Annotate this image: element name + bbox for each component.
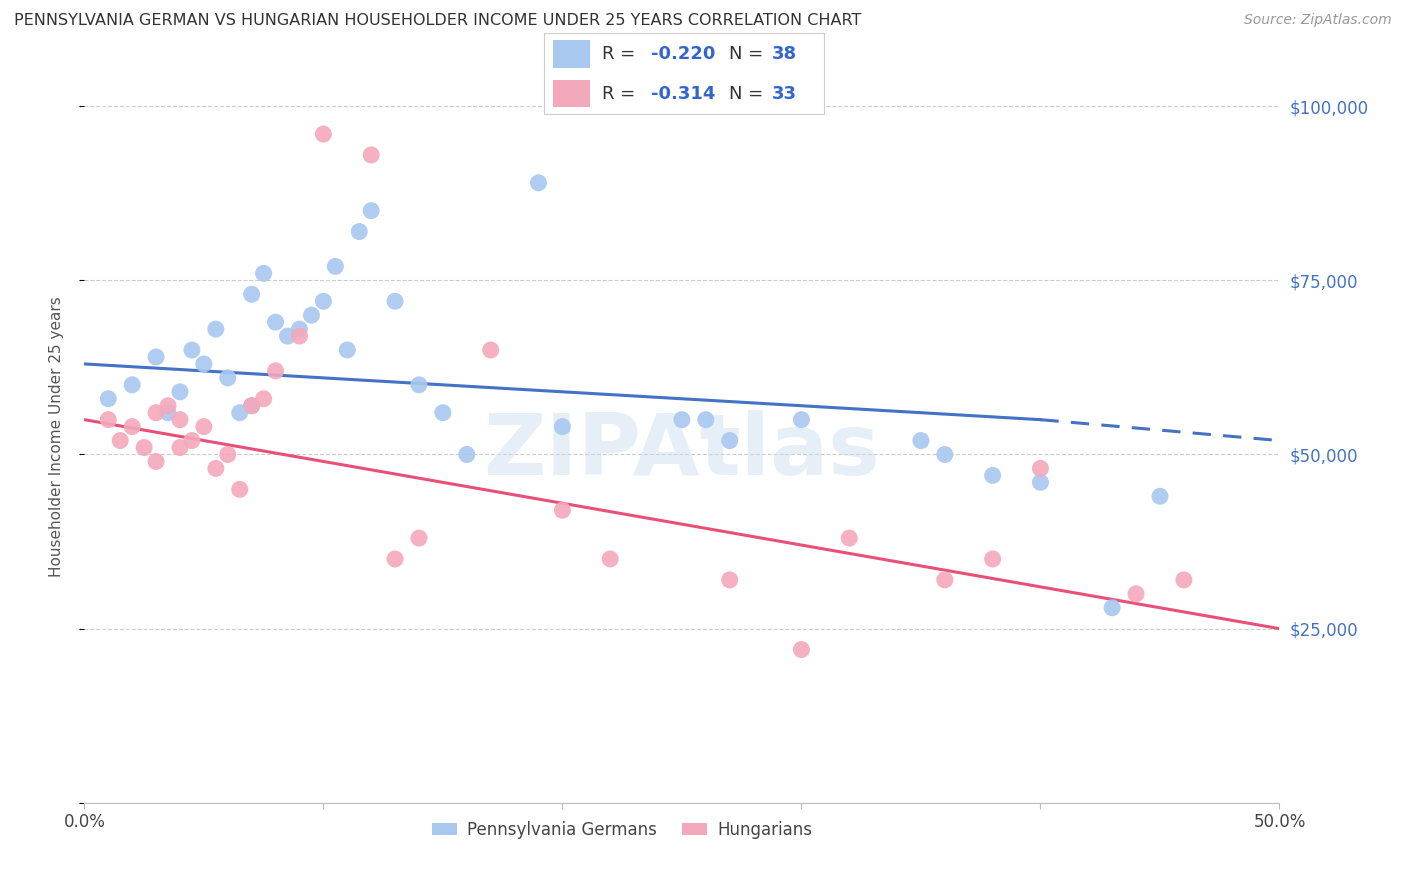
Point — [97, 412, 120, 426]
Point — [157, 399, 180, 413]
Text: ZIPAtlas: ZIPAtlas — [484, 410, 880, 493]
Point — [253, 266, 276, 280]
Point — [1125, 587, 1147, 601]
FancyBboxPatch shape — [544, 33, 824, 114]
Point — [981, 552, 1004, 566]
Point — [551, 419, 574, 434]
Point — [479, 343, 502, 357]
Text: -0.220: -0.220 — [651, 45, 716, 63]
Point — [181, 434, 204, 448]
Point — [384, 552, 406, 566]
Point — [157, 406, 180, 420]
Point — [121, 377, 143, 392]
Point — [934, 448, 956, 462]
Point — [229, 483, 252, 497]
FancyBboxPatch shape — [553, 79, 591, 108]
Point — [240, 399, 263, 413]
Point — [145, 406, 167, 420]
Point — [264, 315, 287, 329]
Point — [1029, 475, 1052, 490]
Point — [145, 454, 167, 468]
Point — [981, 468, 1004, 483]
Point — [277, 329, 299, 343]
Point — [349, 225, 371, 239]
Point — [97, 392, 120, 406]
Point — [181, 343, 204, 357]
Point — [253, 392, 276, 406]
Point — [695, 412, 717, 426]
Point — [240, 399, 263, 413]
Point — [1149, 489, 1171, 503]
Point — [205, 322, 228, 336]
Point — [671, 412, 693, 426]
Point — [527, 176, 550, 190]
Point — [240, 287, 263, 301]
Point — [432, 406, 454, 420]
Point — [456, 448, 478, 462]
Point — [718, 434, 741, 448]
Text: 33: 33 — [772, 85, 797, 103]
Point — [551, 503, 574, 517]
Point — [264, 364, 287, 378]
Point — [718, 573, 741, 587]
Point — [408, 377, 430, 392]
Point — [217, 371, 239, 385]
Point — [1173, 573, 1195, 587]
Point — [325, 260, 347, 274]
Point — [205, 461, 228, 475]
Point — [336, 343, 359, 357]
Point — [169, 412, 191, 426]
Point — [838, 531, 860, 545]
Point — [599, 552, 621, 566]
Point — [132, 441, 156, 455]
Point — [312, 294, 335, 309]
Point — [288, 322, 311, 336]
Point — [408, 531, 430, 545]
Point — [301, 308, 323, 322]
Point — [169, 384, 191, 399]
Point — [360, 203, 382, 218]
Y-axis label: Householder Income Under 25 years: Householder Income Under 25 years — [49, 297, 63, 577]
Point — [110, 434, 132, 448]
Text: R =: R = — [602, 85, 641, 103]
Point — [360, 148, 382, 162]
Point — [1101, 600, 1123, 615]
FancyBboxPatch shape — [553, 40, 591, 68]
Point — [910, 434, 932, 448]
Point — [217, 448, 239, 462]
Text: PENNSYLVANIA GERMAN VS HUNGARIAN HOUSEHOLDER INCOME UNDER 25 YEARS CORRELATION C: PENNSYLVANIA GERMAN VS HUNGARIAN HOUSEHO… — [14, 13, 862, 29]
Text: N =: N = — [728, 85, 769, 103]
Point — [288, 329, 311, 343]
Point — [1029, 461, 1052, 475]
Text: Source: ZipAtlas.com: Source: ZipAtlas.com — [1244, 13, 1392, 28]
Point — [169, 441, 191, 455]
Text: N =: N = — [728, 45, 769, 63]
Point — [193, 357, 215, 371]
Text: 38: 38 — [772, 45, 797, 63]
Point — [934, 573, 956, 587]
Point — [312, 127, 335, 141]
Point — [790, 412, 813, 426]
Point — [229, 406, 252, 420]
Text: -0.314: -0.314 — [651, 85, 716, 103]
Point — [145, 350, 167, 364]
Point — [384, 294, 406, 309]
Point — [790, 642, 813, 657]
Point — [193, 419, 215, 434]
Point — [121, 419, 143, 434]
Legend: Pennsylvania Germans, Hungarians: Pennsylvania Germans, Hungarians — [426, 814, 818, 846]
Text: R =: R = — [602, 45, 641, 63]
